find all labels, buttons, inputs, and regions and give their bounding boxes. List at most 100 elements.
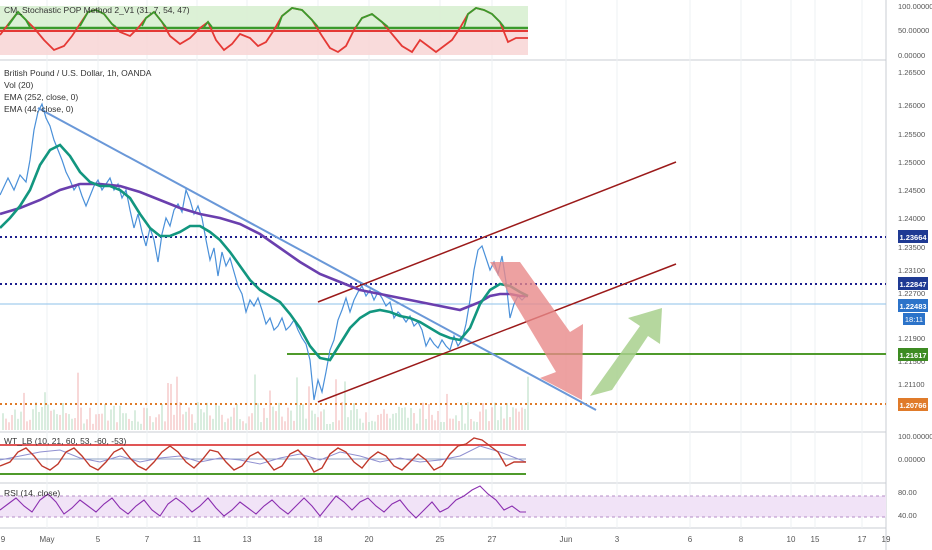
x-tick-label: 5: [96, 535, 101, 544]
volume-bar: [332, 422, 334, 430]
volume-bar: [38, 412, 40, 430]
volume-bar: [59, 415, 61, 430]
wt-signal-line: [0, 446, 526, 464]
volume-bar: [164, 421, 166, 430]
volume-bar: [455, 415, 457, 430]
volume-bar: [56, 414, 58, 430]
volume-bar: [74, 418, 76, 430]
volume-bar: [26, 421, 28, 430]
volume-bar: [287, 408, 289, 430]
volume-bar: [494, 403, 496, 430]
rsi-legend: RSI (14, close): [4, 488, 60, 498]
volume-bar: [383, 409, 385, 430]
volume-bar: [329, 424, 331, 430]
bullish-arrow: [590, 308, 662, 396]
price-ylabel: 1.22700: [898, 289, 925, 298]
volume-bar: [353, 403, 355, 430]
x-tick-label: 7: [145, 535, 150, 544]
price-badge-resistance-2: 1.22847: [898, 277, 928, 290]
volume-bar: [281, 417, 283, 430]
volume-bar: [41, 407, 43, 430]
main-legend-volume: Vol (20): [4, 80, 33, 90]
volume-bar: [254, 374, 256, 430]
volume-bar: [251, 413, 253, 430]
volume-bar: [113, 406, 115, 430]
main-legend-symbol: British Pound / U.S. Dollar, 1h, OANDA: [4, 68, 152, 78]
stoch-legend: CM_Stochastic POP Method 2_V1 (31, 7, 54…: [4, 5, 190, 15]
channel-upper-line: [318, 162, 676, 302]
volume-bar: [95, 414, 97, 430]
stoch-ylabel-0: 0.00000: [898, 51, 925, 60]
volume-bar: [32, 409, 34, 430]
wt-ylabel-0: 0.00000: [898, 455, 925, 464]
volume-bar: [446, 394, 448, 430]
x-axis: 9 May 5 7 11 13 18 20 25 27 Jun 3 6 8 10 15 17 19: [1, 535, 891, 544]
stochastic-pane: CM_Stochastic POP Method 2_V1 (31, 7, 54…: [0, 5, 528, 55]
volume-bar: [269, 390, 271, 430]
volume-bar: [470, 419, 472, 430]
x-tick-label: 10: [787, 535, 796, 544]
volume-bar: [491, 407, 493, 430]
rsi-pane: RSI (14, close): [0, 486, 886, 518]
rsi-ylabel-40: 40.00: [898, 511, 917, 520]
volume-bar: [386, 414, 388, 430]
volume-bar: [275, 411, 277, 430]
svg-text:1.22847: 1.22847: [899, 280, 926, 289]
volume-bar: [188, 407, 190, 430]
volume-bar: [257, 403, 259, 430]
x-tick-label: 25: [436, 535, 445, 544]
x-tick-label: 13: [243, 535, 252, 544]
volume-bar: [23, 393, 25, 430]
price-ylabel: 1.24500: [898, 186, 925, 195]
volume-bar: [461, 405, 463, 430]
x-tick-label: Jun: [560, 535, 573, 544]
volume-bar: [179, 402, 181, 430]
volume-bar: [422, 403, 424, 430]
volume-bar: [170, 384, 172, 430]
volume-bar: [308, 386, 310, 430]
volume-bar: [368, 422, 370, 430]
volume-bar: [140, 424, 142, 430]
pane-frames: [0, 0, 886, 550]
volume-bar: [431, 415, 433, 430]
x-tick-label: 20: [365, 535, 374, 544]
main-legend-ema252: EMA (252, close, 0): [4, 92, 78, 102]
volume-bar: [437, 411, 439, 430]
volume-bar: [518, 412, 520, 430]
volume-bar: [299, 405, 301, 430]
volume-bar: [248, 416, 250, 430]
volume-bar: [326, 424, 328, 430]
volume-bar: [293, 421, 295, 430]
volume-bar: [146, 408, 148, 430]
price-ylabel: 1.24000: [898, 214, 925, 223]
volume-bar: [68, 414, 70, 430]
x-tick-label: 18: [314, 535, 323, 544]
volume-bar: [14, 410, 16, 430]
volume-bar: [92, 424, 94, 430]
price-ylabel: 1.23100: [898, 266, 925, 275]
wt-pane: WT_LB (10, 21, 60, 53, -60, -53): [0, 436, 526, 474]
price-badge-current: 1.22483: [898, 299, 928, 312]
volume-bar: [224, 422, 226, 430]
volume-bar: [197, 402, 199, 430]
volume-bar: [515, 409, 517, 430]
price-ylabel: 1.21900: [898, 334, 925, 343]
volume-bar: [272, 407, 274, 430]
stoch-ylabel-50: 50.00000: [898, 26, 929, 35]
volume-bar: [215, 404, 217, 430]
volume-bar: [155, 417, 157, 430]
volume-bar: [2, 413, 4, 430]
volume-bar: [410, 408, 412, 430]
volume-bar: [404, 407, 406, 430]
volume-bar: [392, 414, 394, 430]
volume-bar: [227, 418, 229, 430]
volume-bar: [47, 405, 49, 430]
volume-bar: [488, 421, 490, 430]
volume-bar: [500, 406, 502, 430]
volume-bar: [458, 421, 460, 430]
volume-bar: [161, 404, 163, 430]
volume-bar: [206, 403, 208, 430]
volume-bar: [62, 403, 64, 430]
volume-bar: [527, 377, 529, 430]
